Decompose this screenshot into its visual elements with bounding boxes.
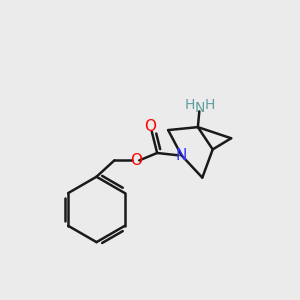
Text: H: H bbox=[184, 98, 195, 112]
Text: H: H bbox=[205, 98, 215, 112]
Text: N: N bbox=[194, 101, 205, 115]
Text: O: O bbox=[130, 153, 142, 168]
Text: N: N bbox=[176, 148, 187, 163]
Text: O: O bbox=[144, 119, 156, 134]
